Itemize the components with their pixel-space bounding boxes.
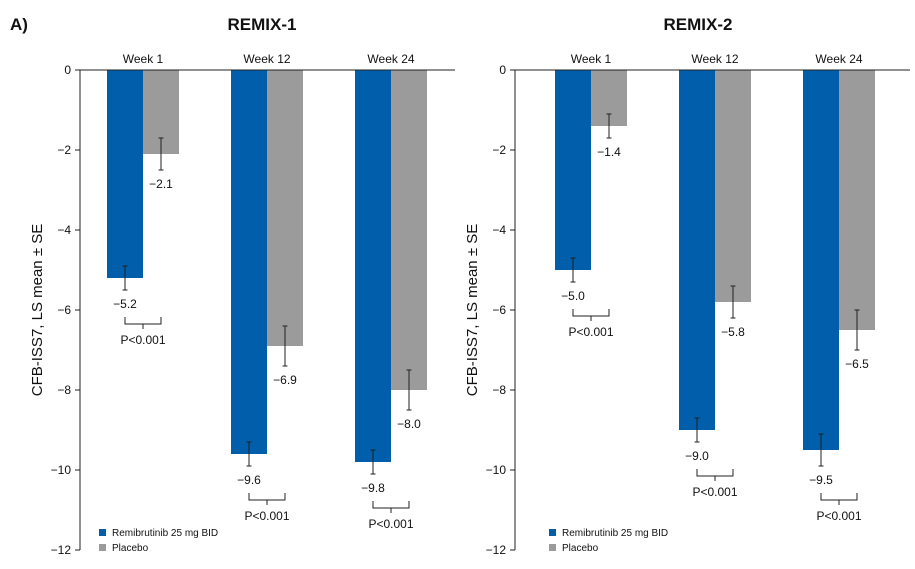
significance-bracket [372,501,410,513]
value-label: −6.9 [273,373,297,387]
legend-swatch-placebo [549,544,556,551]
value-label: −8.0 [397,417,421,431]
legend-swatch-placebo [99,544,106,551]
p-value-label: P<0.001 [368,517,413,531]
bar-treatment [555,70,591,270]
category-label: Week 1 [571,52,612,66]
p-value-label: P<0.001 [120,333,165,347]
legend-label: Placebo [112,543,149,554]
category-label: Week 12 [243,52,290,66]
category-label: Week 12 [691,52,738,66]
p-value-label: P<0.001 [244,509,289,523]
y-tick-label: −6 [492,303,506,317]
significance-bracket [696,469,734,481]
value-label: −6.5 [845,357,869,371]
bar-treatment [107,70,143,278]
y-tick-label: −2 [492,143,506,157]
legend-label: Remibrutinib 25 mg BID [562,528,668,539]
y-tick-label: −4 [492,223,506,237]
bar-treatment [355,70,391,462]
y-tick-label: −10 [51,463,72,477]
y-axis-label: CFB-ISS7, LS mean ± SE [29,224,46,396]
value-label: −9.5 [809,473,833,487]
value-label: −5.8 [721,325,745,339]
value-label: −9.8 [361,481,385,495]
y-tick-label: 0 [499,63,506,77]
category-label: Week 24 [815,52,862,66]
bar-placebo [715,70,751,302]
bar-placebo [267,70,303,346]
bar-treatment [231,70,267,454]
value-label: −2.1 [149,177,173,191]
y-tick-label: −12 [486,543,507,557]
value-label: −9.0 [685,449,709,463]
category-label: Week 1 [123,52,164,66]
significance-bracket [820,493,858,505]
bar-treatment [679,70,715,430]
bar-placebo [391,70,427,390]
legend-label: Placebo [562,543,599,554]
p-value-label: P<0.001 [568,325,613,339]
value-label: −1.4 [597,145,621,159]
value-label: −5.2 [113,297,137,311]
y-tick-label: 0 [64,63,71,77]
figure-label: A) [10,15,28,34]
y-tick-label: −4 [57,223,71,237]
y-tick-label: −10 [486,463,507,477]
legend-swatch-treatment [99,529,106,536]
significance-bracket [124,317,162,329]
y-axis-label: CFB-ISS7, LS mean ± SE [464,224,481,396]
legend-swatch-treatment [549,529,556,536]
bar-placebo [839,70,875,330]
value-label: −5.0 [561,289,585,303]
y-tick-label: −6 [57,303,71,317]
p-value-label: P<0.001 [816,509,861,523]
bar-treatment [803,70,839,450]
y-tick-label: −12 [51,543,72,557]
significance-bracket [248,493,286,505]
chart-title: REMIX-1 [228,15,297,34]
legend-label: Remibrutinib 25 mg BID [112,528,218,539]
chart-title: REMIX-2 [664,15,733,34]
p-value-label: P<0.001 [692,485,737,499]
category-label: Week 24 [367,52,414,66]
y-tick-label: −2 [57,143,71,157]
y-tick-label: −8 [57,383,71,397]
y-tick-label: −8 [492,383,506,397]
value-label: −9.6 [237,473,261,487]
significance-bracket [572,309,610,321]
